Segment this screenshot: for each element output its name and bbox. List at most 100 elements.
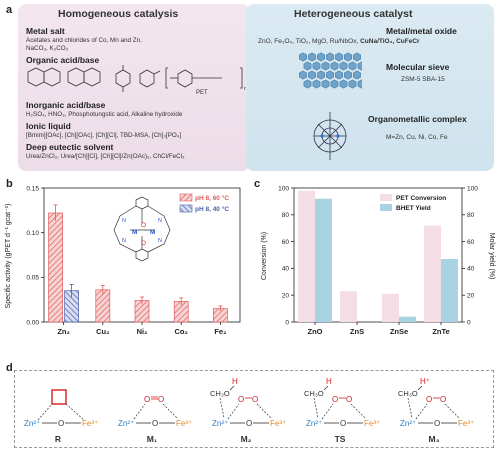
zn-ion-label: Zn²⁺ — [400, 419, 416, 428]
sieve-cell — [344, 52, 352, 62]
fe-ion-label: Fe³⁺ — [364, 419, 380, 428]
chart-c-ytick-label-right: 60 — [467, 239, 475, 246]
methoxy-label: CH₃O — [304, 389, 324, 398]
organic-title: Organic acid/base — [26, 55, 100, 65]
chart-b-legend-swatch — [179, 193, 193, 202]
hydrogen-label: H — [232, 377, 238, 386]
chart-b-ytick-label: 0.00 — [26, 319, 39, 326]
chart-c-bar — [399, 316, 416, 322]
chart-c-bar — [298, 190, 315, 322]
hydrogen-label: H — [326, 377, 332, 386]
oxide-title: Metal/metal oxide — [386, 26, 457, 36]
state-label: M₂ — [241, 434, 252, 444]
dashed-bond — [444, 403, 461, 420]
inorganic-title: Inorganic acid/base — [26, 100, 106, 110]
metal-salt-line-2: NaCO₃, K₂CO₃ — [26, 45, 69, 52]
atom-m-right: M — [150, 229, 155, 236]
chart-c-ytick-label-left: 60 — [282, 239, 290, 246]
sieve-cell — [312, 61, 321, 71]
organometallic-complex-icon — [313, 112, 347, 160]
chart-c-legend-label: PET Conversion — [396, 195, 446, 202]
vacancy-icon — [51, 389, 67, 405]
panel-d-label: d — [6, 362, 13, 374]
bridging-o-label: O — [434, 419, 440, 428]
molecular-sieve-icon — [299, 52, 362, 89]
chart-c-bar — [424, 225, 441, 322]
sieve-cell — [303, 61, 312, 71]
oxide-line-bold: CuNa/TiO₂, CuFeCr — [360, 38, 420, 45]
chart-b-xtick-label: Cu₂ — [96, 327, 109, 336]
ionic-title: Ionic liquid — [26, 121, 71, 131]
chart-c-bar — [340, 291, 357, 322]
o2-atom-b: O — [158, 395, 164, 404]
state-label: R — [55, 434, 61, 444]
chart-c-ytick-label-left: 100 — [278, 185, 289, 192]
fe-ion-label: Fe³⁺ — [176, 419, 192, 428]
o2-atom-a: O — [426, 395, 432, 404]
sieve-line: ZSM-5 SBA-15 — [401, 76, 445, 83]
sieve-cell — [348, 61, 357, 71]
homogeneous-title: Homogeneous catalysis — [58, 8, 179, 20]
dashed-bond — [256, 403, 273, 420]
chart-c-ytick-label-right: 20 — [467, 293, 475, 300]
chart-c-xtick-label: ZnS — [350, 327, 364, 336]
macrocycle-inset-icon — [113, 196, 171, 262]
chart-c-ytick-label-right: 80 — [467, 212, 475, 219]
o-h-bond — [417, 385, 423, 391]
sieve-cell — [339, 61, 348, 71]
sieve-cell — [317, 70, 325, 80]
panel-b-label: b — [6, 178, 13, 190]
chart-b-legend-swatch — [179, 204, 193, 213]
panel-a-label: a — [6, 4, 13, 16]
bridging-o-label: O — [246, 419, 252, 428]
inorganic-line: H₂SO₄, HNO₃, Phosphotungstic acid, Alkal… — [26, 111, 183, 118]
o2-atom-a: O — [238, 395, 244, 404]
sieve-cell — [321, 79, 330, 89]
methoxy-label: CH₃O — [210, 389, 230, 398]
sieve-cell — [330, 61, 339, 71]
atom-n-4: N — [158, 238, 162, 244]
sieve-cell — [353, 70, 361, 80]
metal-salt-line-1: Acetates and chlorides of Co, Mn and Zn. — [26, 37, 142, 44]
chart-c-legend-label: BHET Yield — [396, 205, 431, 212]
dashed-bond — [37, 403, 53, 421]
pet-structure-icon — [165, 67, 243, 89]
fe-ion-label: Fe³⁺ — [458, 419, 474, 428]
sieve-cell — [335, 52, 343, 62]
chart-c: Conversion (%) Molar yield (%) 0 0 20 20 40 4… — [261, 185, 495, 336]
atom-o-bottom: O — [141, 240, 146, 247]
chart-c-bar — [382, 293, 399, 322]
chart-b-xtick-label: Co₂ — [175, 327, 188, 336]
heterogeneous-title: Heterogeneous catalyst — [294, 8, 413, 20]
o2-atom-a: O — [144, 395, 150, 404]
chart-b-xtick-label: Ni₂ — [137, 327, 148, 336]
dashed-bond — [227, 403, 240, 420]
chart-c-ytick-label-left: 40 — [282, 266, 290, 273]
dashed-bond — [133, 403, 146, 420]
methoxy-label: CH₃O — [398, 389, 418, 398]
sieve-cell — [348, 79, 357, 89]
sieve-cell — [308, 52, 316, 62]
mechanism-box — [14, 370, 494, 448]
chart-c-bar — [315, 198, 332, 322]
dashed-bond — [407, 397, 413, 419]
chart-b: Specific activity (gPET d⁻¹ gcat⁻¹) 0.00… — [5, 185, 241, 336]
sieve-cell — [312, 79, 321, 89]
chart-c-xtick-label: ZnTe — [432, 327, 449, 336]
chart-b-legend-label: pH 8, 40 °C — [195, 205, 229, 213]
chart-b-ytick-label: 0.10 — [26, 230, 39, 237]
zn-ion-label: Zn²⁺ — [118, 419, 134, 428]
sieve-cell — [335, 70, 343, 80]
chart-c-legend-swatch — [380, 204, 392, 211]
sieve-cell — [321, 61, 330, 71]
state-label: M₃ — [428, 434, 439, 444]
acid-structure-icon — [139, 69, 161, 88]
dashed-bond — [219, 397, 225, 419]
chart-c-ytick-label-left: 80 — [282, 212, 290, 219]
atom-n-1: N — [122, 218, 126, 224]
chart-b-bar — [48, 212, 63, 323]
state-label: TS — [335, 434, 346, 444]
atom-o-top: O — [141, 222, 146, 229]
